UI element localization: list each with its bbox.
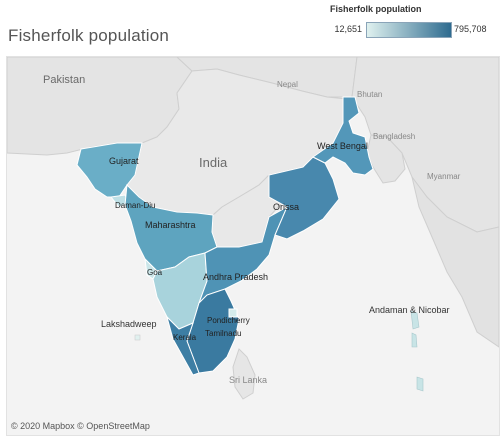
region-kerala[interactable] [166,315,200,376]
map-attribution[interactable]: © 2020 Mapbox © OpenStreetMap [11,421,150,431]
region-west-bengal[interactable] [312,96,374,176]
label-myanmar: Myanmar [427,172,461,181]
map-canvas[interactable]: Pakistan Nepal Bhutan India Bangladesh M… [6,56,500,436]
label-tamilnadu: Tamilnadu [205,329,241,338]
andaman-island-north[interactable] [410,310,420,330]
label-sri-lanka: Sri Lanka [229,375,267,385]
legend-max-label: 795,708 [454,24,487,34]
label-india: India [199,155,228,170]
legend-scale: 12,651 795,708 [322,22,498,38]
label-orissa: Orissa [273,202,299,212]
land-myanmar [411,176,499,348]
label-pondicherry: Pondicherry [207,316,250,325]
region-pondicherry[interactable] [228,308,238,318]
label-daman-diu: Daman-Diu [115,201,155,210]
label-bhutan: Bhutan [357,90,382,99]
label-bangladesh: Bangladesh [373,132,415,141]
legend-min-label: 12,651 [334,24,362,34]
label-kerala: Kerala [173,333,197,342]
color-legend: Fisherfolk population 12,651 795,708 [322,4,498,38]
label-maharashtra: Maharashtra [145,220,196,230]
legend-title: Fisherfolk population [330,4,422,14]
region-andaman-nicobar[interactable] [410,310,424,392]
andaman-island-mid[interactable] [411,332,418,348]
label-lakshadweep: Lakshadweep [101,319,157,329]
label-west-bengal: West Bengal [317,141,368,151]
nicobar-island[interactable] [416,376,424,392]
label-goa: Goa [147,268,163,277]
land-sri-lanka [232,348,256,400]
label-andhra-pradesh: Andhra Pradesh [203,272,268,282]
map-svg[interactable]: Pakistan Nepal Bhutan India Bangladesh M… [7,57,499,435]
label-nepal: Nepal [277,80,298,89]
viz-title: Fisherfolk population [8,26,170,45]
region-lakshadweep[interactable] [134,334,141,341]
label-gujarat: Gujarat [109,156,139,166]
label-pakistan: Pakistan [43,74,85,86]
legend-gradient-bar [366,22,452,38]
label-andaman-nicobar: Andaman & Nicobar [369,305,450,315]
